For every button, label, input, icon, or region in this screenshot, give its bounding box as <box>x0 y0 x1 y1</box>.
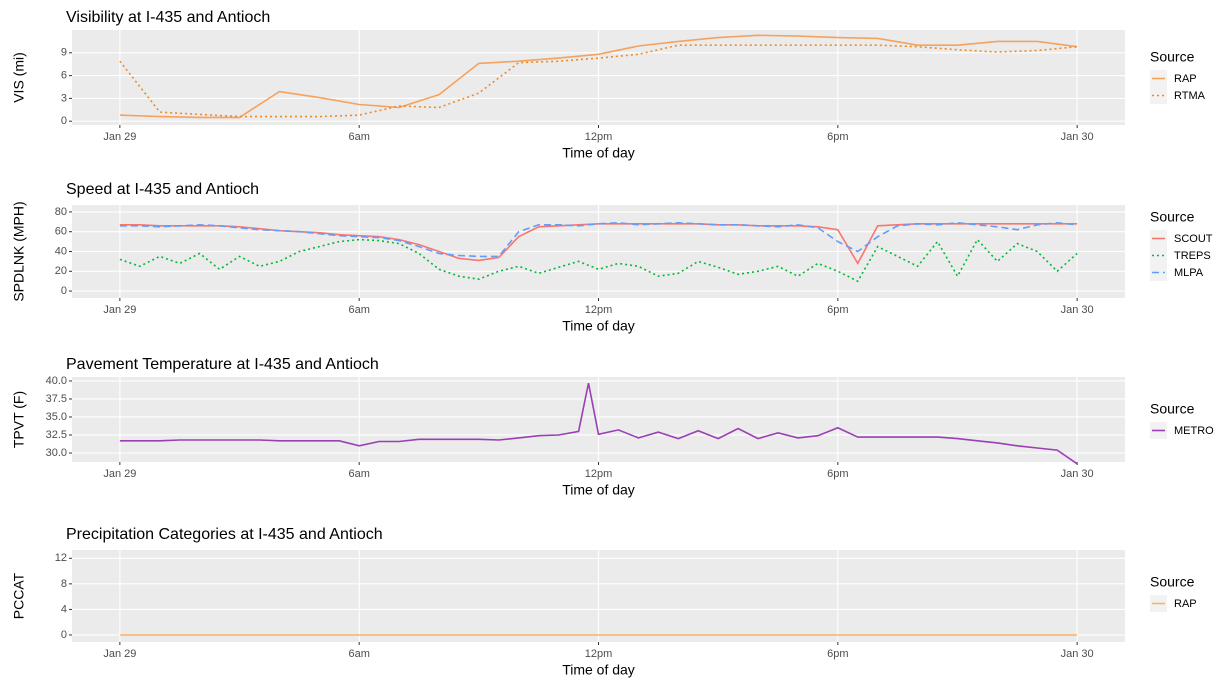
x-tick-label: Jan 29 <box>103 304 136 316</box>
y-tick-label: 12 <box>55 552 67 564</box>
chart-title: Precipitation Categories at I-435 and An… <box>66 526 383 543</box>
x-tick-label: Jan 30 <box>1061 131 1094 143</box>
y-tick-label: 35.0 <box>46 411 67 423</box>
y-tick-label: 20 <box>55 265 67 277</box>
y-axis-label: TPVT (F) <box>11 391 27 448</box>
legend-label: RAP <box>1174 73 1197 85</box>
y-tick-label: 40.0 <box>46 375 67 387</box>
legend-title: Source <box>1150 209 1195 225</box>
x-tick-label: Jan 29 <box>103 468 136 480</box>
chart-panel: Speed at I-435 and Antioch 0 20 40 60 80 Jan 2… <box>11 181 1213 333</box>
x-tick-label: Jan 30 <box>1061 468 1094 480</box>
y-tick-label: 0 <box>61 285 67 297</box>
y-tick-label: 40 <box>55 245 67 257</box>
y-tick-label: 3 <box>61 92 67 104</box>
y-tick-label: 30.0 <box>46 447 67 459</box>
chart-panel: Precipitation Categories at I-435 and An… <box>11 526 1197 677</box>
x-tick-label: 6am <box>348 131 369 143</box>
series-line <box>119 34 1078 119</box>
y-tick-label: 60 <box>55 226 67 238</box>
x-axis-label: Time of day <box>562 145 635 161</box>
x-axis-label: Time of day <box>562 662 635 678</box>
chart-title: Pavement Temperature at I-435 and Antioc… <box>66 356 379 373</box>
chart-title: Speed at I-435 and Antioch <box>66 181 259 198</box>
chart-title: Visibility at I-435 and Antioch <box>66 9 270 26</box>
x-tick-label: Jan 30 <box>1061 648 1094 660</box>
legend-label: RTMA <box>1174 90 1206 102</box>
y-axis-label: PCCAT <box>11 572 27 619</box>
x-tick-label: 6am <box>348 468 369 480</box>
y-tick-label: 0 <box>61 629 67 641</box>
y-tick-label: 0 <box>61 115 67 127</box>
legend-label: MLPA <box>1174 267 1204 279</box>
x-tick-label: 12pm <box>585 648 613 660</box>
x-tick-label: 6pm <box>827 648 848 660</box>
x-axis-label: Time of day <box>562 482 635 498</box>
legend-label: SCOUT <box>1174 233 1213 245</box>
legend-label: RAP <box>1174 598 1197 610</box>
chart-panel: Pavement Temperature at I-435 and Antioc… <box>11 356 1214 497</box>
x-axis-label: Time of day <box>562 318 635 334</box>
x-tick-label: 12pm <box>585 468 613 480</box>
legend-title: Source <box>1150 574 1195 590</box>
legend-label: METRO <box>1174 425 1214 437</box>
x-tick-label: 6am <box>348 304 369 316</box>
y-tick-label: 4 <box>61 603 67 615</box>
legend-title: Source <box>1150 401 1195 417</box>
y-tick-label: 37.5 <box>46 393 67 405</box>
y-axis-label: VIS (mi) <box>11 52 27 103</box>
y-axis-label: SPDLNK (MPH) <box>11 201 27 301</box>
y-tick-label: 32.5 <box>46 429 67 441</box>
x-tick-label: 6am <box>348 648 369 660</box>
legend-label: TREPS <box>1174 250 1211 262</box>
y-tick-label: 6 <box>61 70 67 82</box>
x-tick-label: 12pm <box>585 131 613 143</box>
x-tick-label: Jan 30 <box>1061 304 1094 316</box>
x-tick-label: Jan 29 <box>103 648 136 660</box>
chart-panel: Visibility at I-435 and Antioch 0 3 6 9 Jan 2… <box>11 9 1206 160</box>
series-line <box>119 238 1078 283</box>
y-tick-label: 80 <box>55 206 67 218</box>
x-tick-label: 6pm <box>827 468 848 480</box>
series-line <box>119 221 1078 258</box>
legend-title: Source <box>1150 49 1195 65</box>
x-tick-label: 6pm <box>827 304 848 316</box>
series-line <box>119 382 1078 465</box>
y-tick-label: 8 <box>61 578 67 590</box>
x-tick-label: 12pm <box>585 304 613 316</box>
y-tick-label: 9 <box>61 47 67 59</box>
x-tick-label: Jan 29 <box>103 131 136 143</box>
x-tick-label: 6pm <box>827 131 848 143</box>
